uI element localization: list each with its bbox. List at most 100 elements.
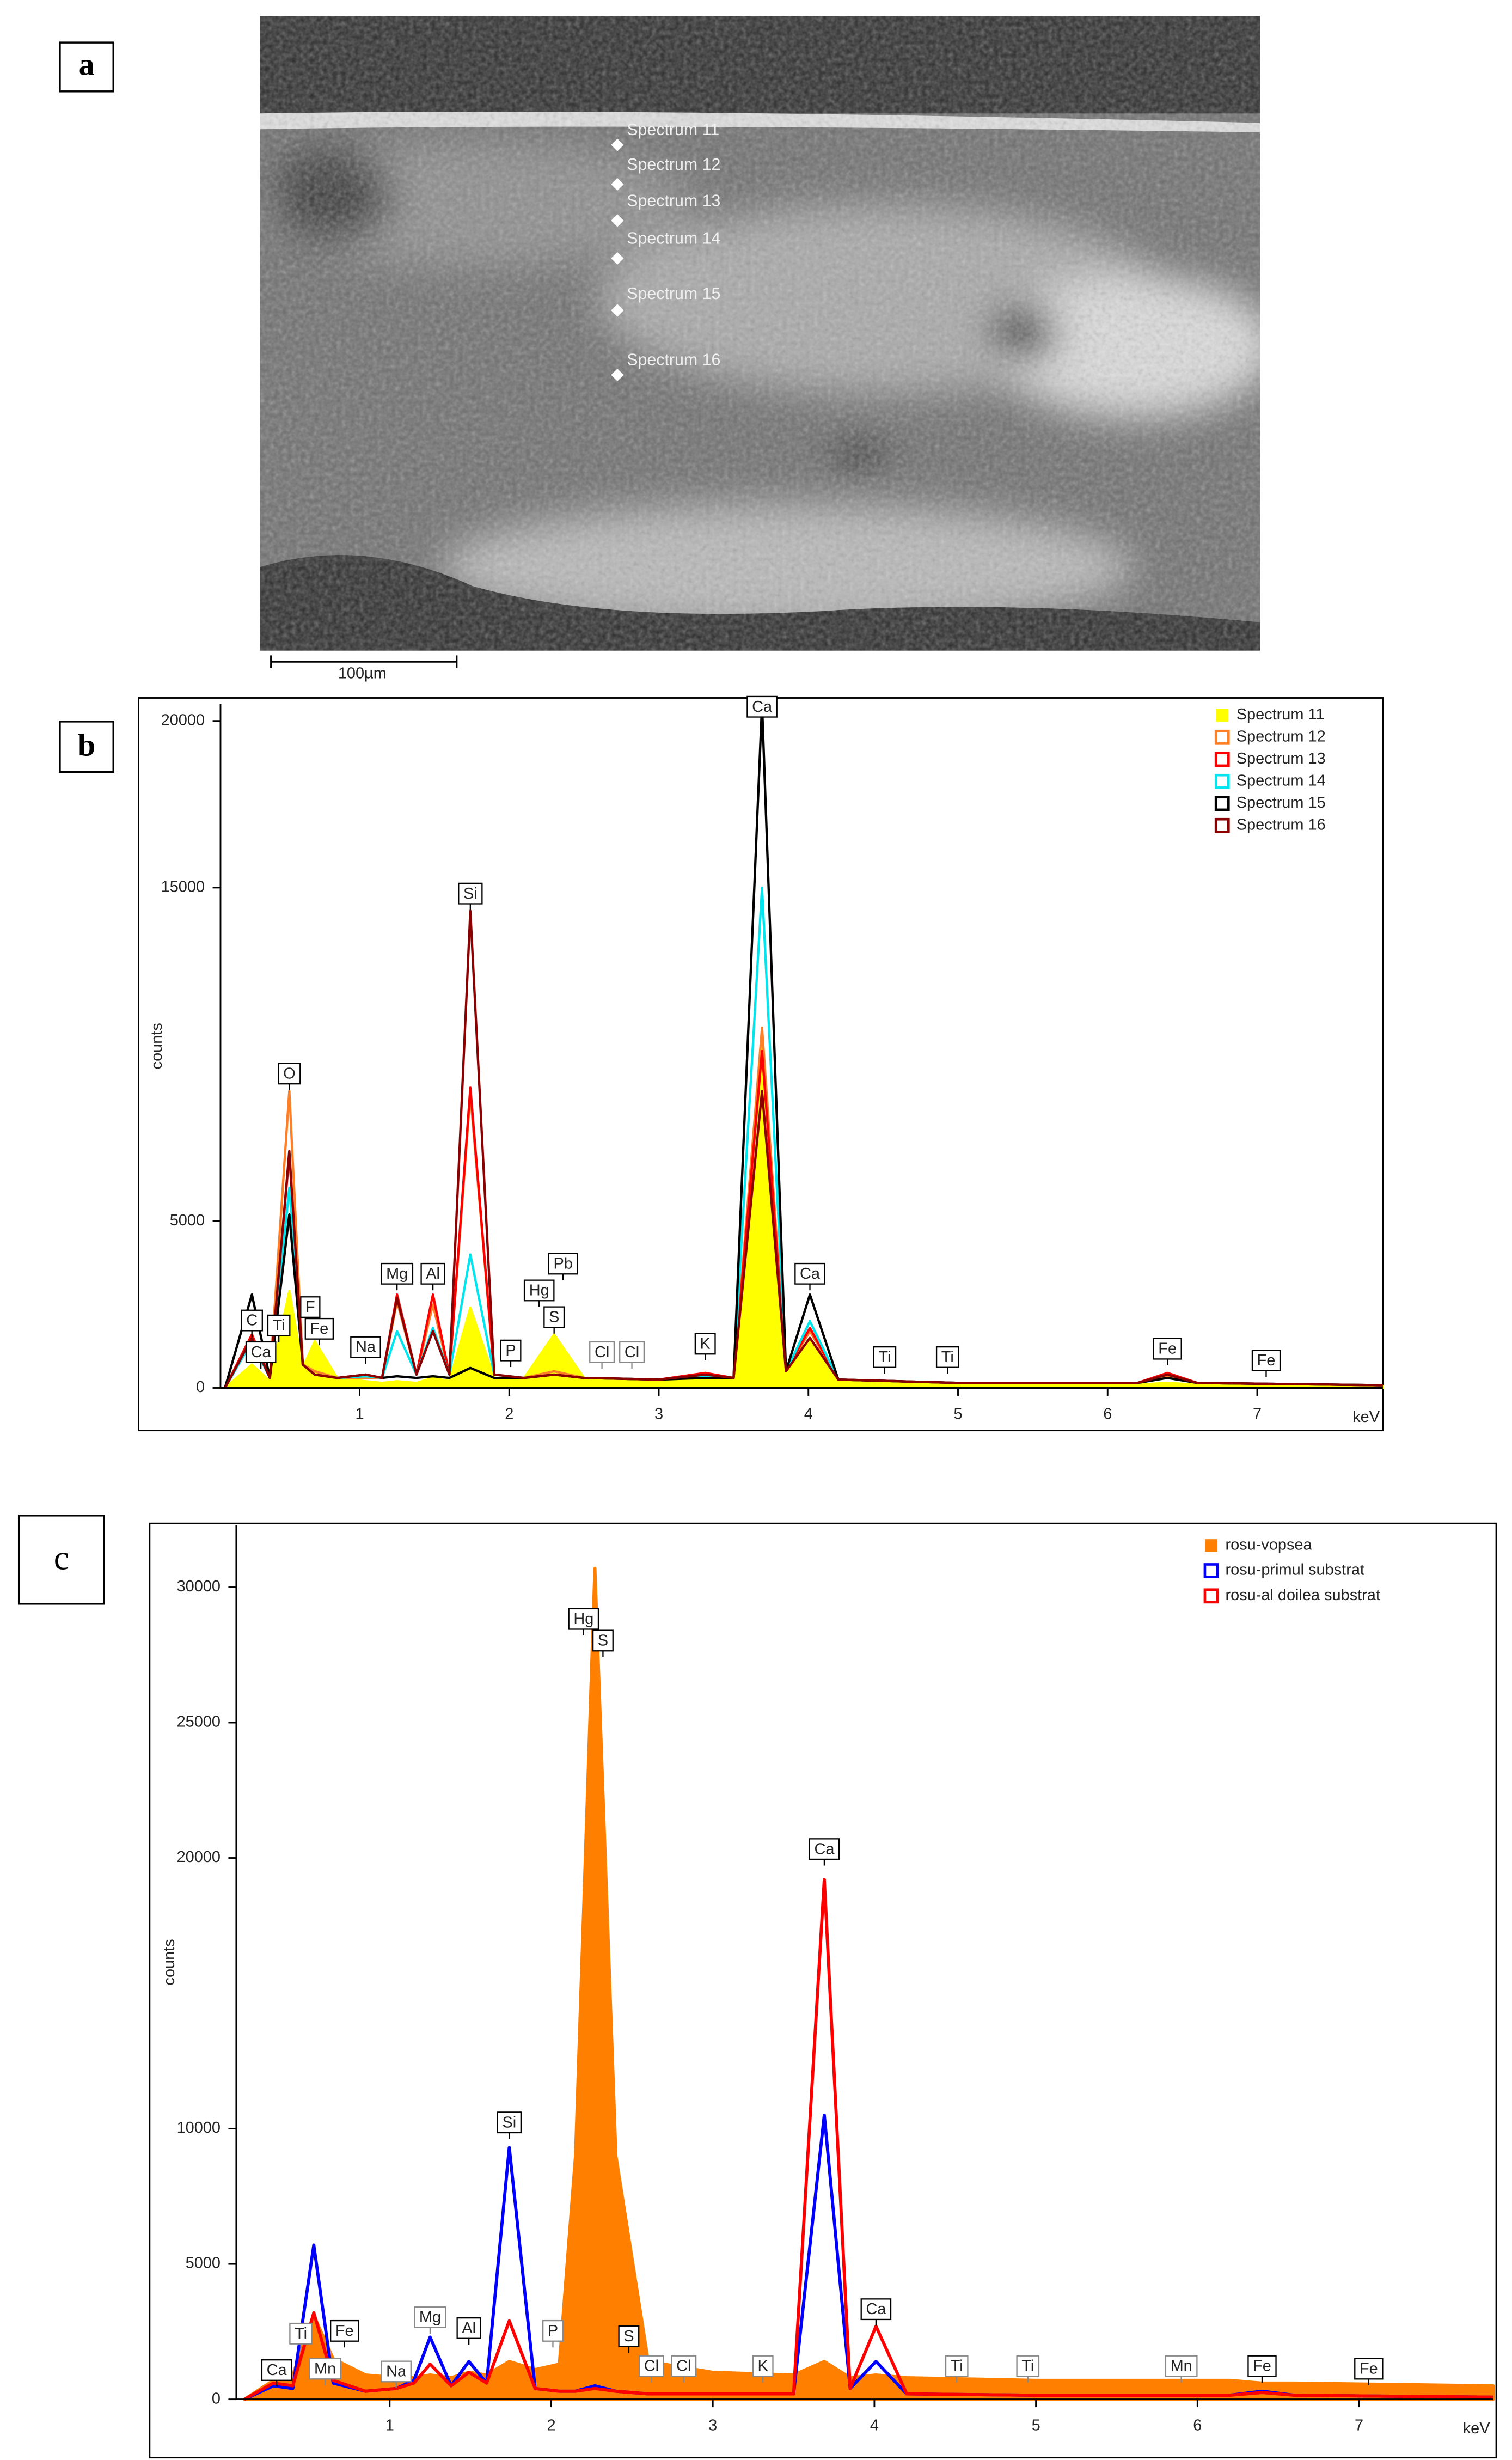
peak-label-box [592,1629,614,1652]
peak-label: Fe [310,1320,328,1338]
spectrum-line [243,1878,1493,2401]
peak-label-box [289,2322,313,2345]
peak-label: Ca [800,1265,821,1283]
panel-label: a [79,47,95,82]
chart-frame [149,1522,1497,2459]
y-tick-label: 20000 [161,711,205,729]
x-tick-label: 6 [1103,1405,1112,1423]
peak-label-box [542,2319,564,2342]
x-tick-label: 1 [385,2416,394,2434]
peak-label-box [794,1262,825,1285]
y-tick-label: 5000 [186,2255,221,2272]
peak-label: C [246,1312,258,1329]
peak-label-box [381,2360,412,2383]
peak-label: P [548,2322,558,2340]
peak-label: Ti [951,2358,963,2375]
peak-label-box [1016,2355,1040,2377]
peak-label: Na [386,2363,407,2380]
peak-label-box [618,2325,640,2347]
panel-label: b [78,727,95,762]
peak-label: K [758,2358,768,2375]
x-tick-label: 3 [708,2416,717,2434]
sem-image [260,15,1260,651]
peak-label-box [619,1341,645,1363]
legend-swatch [1216,709,1229,722]
peak-label-box [300,1296,321,1318]
peak-label: Mn [314,2360,336,2378]
peak-label: Ti [295,2325,307,2342]
x-axis-label: keV [1463,2420,1491,2437]
peak-label: Ca [251,1344,272,1361]
x-tick-label: 4 [804,1405,813,1423]
x-tick-label: 5 [953,1405,962,1423]
legend-label: Spectrum 16 [1236,816,1326,833]
legend-label: rosu-vopsea [1226,1536,1313,1553]
peak-label-box [278,1063,301,1085]
peak-label: Ca [814,1840,835,1858]
x-tick-label: 2 [547,2416,555,2434]
peak-label: Pb [553,1255,572,1273]
y-tick-label: 5000 [170,1212,205,1229]
peak-label: S [598,1632,608,1650]
peak-label-box [500,1339,522,1362]
legend-swatch [1203,1563,1219,1578]
legend-swatch [1214,773,1230,789]
peak-label: Cl [625,1344,639,1361]
peak-label-box [1251,1350,1281,1372]
peak-label-box [746,695,778,718]
spectrum-label: Spectrum 15 [627,285,720,303]
spectrum-marker [611,138,624,151]
legend-label: Spectrum 11 [1236,706,1325,723]
peak-label: S [623,2328,634,2345]
panel-box [17,1515,105,1605]
peak-label-box [420,1262,445,1285]
y-tick-label: 0 [196,1378,205,1396]
peak-label-box [1247,2355,1277,2377]
legend-label: Spectrum 14 [1236,772,1326,789]
x-tick-label: 7 [1355,2416,1363,2434]
spectrum-area [242,1566,1495,2401]
x-tick-label: 4 [870,2416,879,2434]
peak-label: Fe [335,2322,354,2340]
panel-box [59,721,115,773]
peak-label: F [305,1298,315,1316]
peak-label: Ti [1021,2358,1034,2375]
spectrum-label: Spectrum 11 [627,121,719,139]
legend-label: rosu-al doilea substrat [1226,1586,1380,1604]
x-tick-label: 3 [654,1405,663,1423]
peak-label-box [543,1306,565,1328]
peak-label: Si [463,885,478,902]
peak-label-box [261,2359,292,2381]
legend-swatch [1214,729,1230,745]
legend-swatch [1204,1539,1218,1552]
legend-swatch [1214,796,1230,811]
y-tick-label: 30000 [177,1578,221,1595]
spectrum-marker [611,252,624,265]
peak-label: Cl [644,2358,659,2375]
peak-label: Al [426,1265,440,1283]
peak-label: Mg [386,1265,408,1283]
legend-swatch [1214,752,1230,767]
spectrum-label: Spectrum 16 [627,351,720,369]
peak-label-box [245,1341,277,1363]
peak-label: Fe [1253,2358,1271,2375]
peak-label-box [1165,2355,1198,2377]
peak-label: Hg [573,1610,593,1628]
peak-label: Fe [1360,2360,1378,2378]
peak-label-box [309,2358,342,2380]
y-axis-label: counts [148,1023,166,1069]
peak-label: K [700,1335,711,1353]
peak-label: Mn [1171,2358,1192,2375]
legend-label: rosu-primul substrat [1226,1561,1364,1579]
peak-label: Fe [1257,1352,1276,1369]
legend-label: Spectrum 15 [1236,794,1326,811]
legend-swatch [1214,817,1230,833]
peak-label: Ca [267,2361,287,2379]
y-tick-label: 10000 [177,2119,221,2137]
peak-label: Cl [676,2358,691,2375]
y-tick-label: 20000 [177,1848,221,1866]
peak-label: P [505,1342,516,1359]
y-tick-label: 25000 [177,1713,221,1731]
peak-label: Si [502,2114,516,2131]
